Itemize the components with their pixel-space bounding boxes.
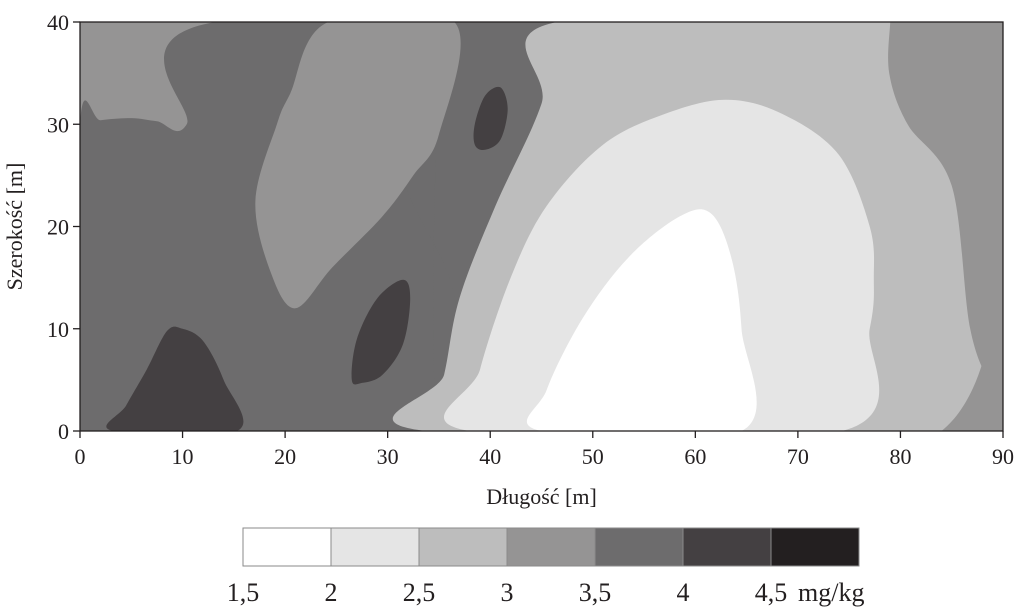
x-axis-title: Długość [m] xyxy=(486,484,597,509)
legend-swatch xyxy=(506,527,596,567)
x-tick-label: 0 xyxy=(75,444,86,469)
x-tick-label: 80 xyxy=(889,444,911,469)
legend-label: 2 xyxy=(325,578,338,607)
y-tick-label: 10 xyxy=(47,317,69,342)
contour-region xyxy=(255,22,461,309)
legend-label: 3,5 xyxy=(579,578,612,607)
contour-region xyxy=(351,279,411,385)
x-tick-label: 60 xyxy=(684,444,706,469)
x-axis: 0 10 20 30 40 50 60 70 80 90 xyxy=(75,431,1014,469)
y-axis: 0 10 20 30 40 xyxy=(47,10,80,444)
legend-swatch xyxy=(682,527,772,567)
legend-swatch xyxy=(242,527,332,567)
contour-region xyxy=(888,22,1003,431)
y-tick-label: 20 xyxy=(47,215,69,240)
y-axis-title: Szerokość [m] xyxy=(2,163,27,291)
x-tick-label: 90 xyxy=(992,444,1014,469)
legend-label: 4 xyxy=(677,578,690,607)
x-tick-label: 10 xyxy=(172,444,194,469)
legend-swatch xyxy=(594,527,684,567)
legend-swatch xyxy=(418,527,508,567)
x-tick-label: 70 xyxy=(787,444,809,469)
legend-label: 3 xyxy=(501,578,514,607)
legend-swatch xyxy=(770,527,860,567)
y-tick-label: 40 xyxy=(47,10,69,35)
legend-label: 2,5 xyxy=(403,578,436,607)
contour-region xyxy=(526,209,757,431)
contour-region xyxy=(106,326,244,431)
legend-label: 4,5 xyxy=(755,578,788,607)
y-tick-label: 30 xyxy=(47,112,69,137)
x-tick-label: 30 xyxy=(377,444,399,469)
legend-label: 1,5 xyxy=(227,578,260,607)
legend-swatch xyxy=(330,527,420,567)
x-tick-label: 50 xyxy=(582,444,604,469)
contour-region xyxy=(473,86,508,151)
legend-unit-label: mg/kg xyxy=(798,578,864,607)
color-legend: 1,5 2 2,5 3 3,5 4 4,5 xyxy=(227,527,860,607)
x-tick-label: 40 xyxy=(479,444,501,469)
y-tick-label: 0 xyxy=(58,419,69,444)
x-tick-label: 20 xyxy=(274,444,296,469)
contour-regions xyxy=(80,22,1003,431)
